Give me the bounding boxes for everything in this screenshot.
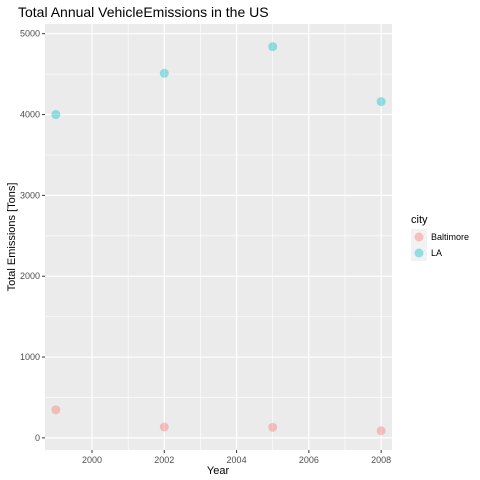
x-tick-label: 2008 [371, 455, 391, 465]
data-point-la [51, 110, 61, 120]
legend-items: Baltimore LA [411, 229, 469, 261]
y-tick-label: 1000 [20, 352, 40, 362]
legend-label-la: LA [431, 248, 442, 258]
y-tick-label: 2000 [20, 271, 40, 281]
legend-key [411, 229, 427, 245]
data-point-la [376, 97, 386, 107]
chart-title: Total Annual VehicleEmissions in the US [18, 4, 269, 20]
y-axis-label: Total Emissions [Tons] [6, 183, 18, 292]
legend-swatch-baltimore [414, 232, 424, 242]
data-point-baltimore [268, 422, 278, 432]
data-points [51, 42, 386, 436]
data-point-baltimore [159, 422, 169, 432]
x-tick-label: 2000 [82, 455, 102, 465]
legend-key [411, 245, 427, 261]
legend-title: city [411, 214, 428, 226]
x-tick-label: 2002 [154, 455, 174, 465]
y-tick-label: 4000 [20, 110, 40, 120]
grid-major [45, 24, 392, 450]
data-point-la [268, 42, 278, 52]
legend: city Baltimore LA [411, 214, 469, 261]
y-tick-label: 0 [35, 433, 40, 443]
data-point-la [159, 68, 169, 78]
x-axis-label: Year [207, 465, 230, 477]
x-tick-label: 2006 [299, 455, 319, 465]
grid-minor [45, 24, 392, 450]
y-axis: 0 1000 2000 3000 4000 5000 [20, 29, 45, 443]
x-axis: 2000 2002 2004 2006 2008 [82, 450, 391, 465]
x-tick-label: 2004 [227, 455, 247, 465]
legend-swatch-la [414, 248, 424, 258]
y-tick-label: 3000 [20, 190, 40, 200]
data-point-baltimore [51, 405, 61, 415]
data-point-baltimore [376, 426, 386, 436]
plot-panel [45, 24, 392, 450]
legend-label-baltimore: Baltimore [431, 232, 469, 242]
y-tick-label: 5000 [20, 29, 40, 39]
